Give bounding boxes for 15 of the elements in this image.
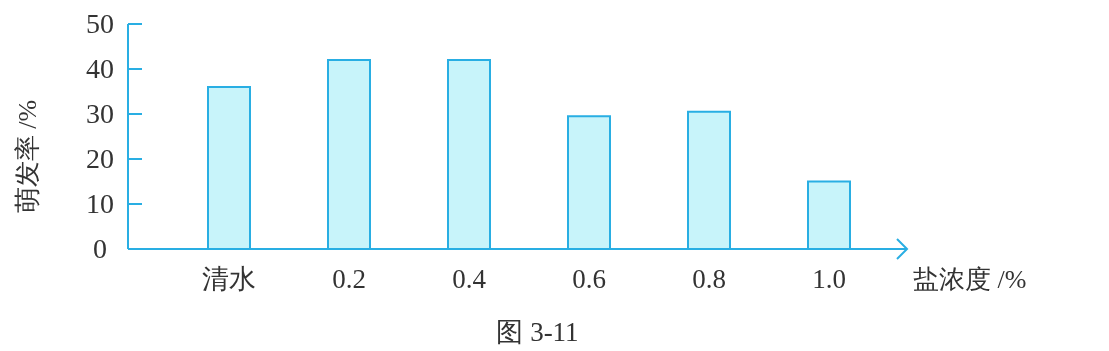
- y-tick-label: 30: [86, 98, 114, 129]
- y-tick-label: 40: [86, 53, 114, 84]
- x-tick-label: 0.4: [452, 264, 487, 294]
- x-tick-label: 0.8: [692, 264, 726, 294]
- y-tick-label: 20: [86, 143, 114, 174]
- x-axis-title: 盐浓度 /%: [913, 265, 1027, 294]
- x-tick-label: 清水: [202, 264, 256, 294]
- x-tick-label: 0.6: [572, 264, 606, 294]
- x-tick-label: 1.0: [812, 264, 846, 294]
- y-tick-label: 50: [86, 8, 114, 39]
- y-tick-label: 0: [93, 233, 107, 264]
- text: 图 3-11: [496, 317, 579, 347]
- x-tick-label: 0.2: [332, 264, 366, 294]
- y-axis-title: 萌发率 /%: [13, 99, 42, 214]
- y-tick-label: 10: [86, 188, 114, 219]
